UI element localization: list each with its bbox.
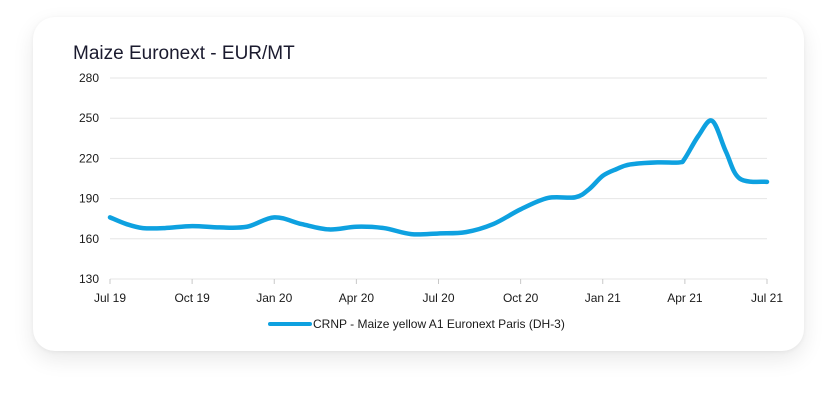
x-tick-label: Jul 19 [94, 291, 126, 305]
x-tick-label: Jul 21 [751, 291, 783, 305]
series-line [107, 118, 770, 237]
grid-lines [110, 77, 767, 280]
y-tick-label: 250 [79, 111, 99, 125]
y-tick-label: 220 [79, 151, 99, 165]
x-tick-label: Oct 20 [503, 291, 539, 305]
y-tick-label: 280 [79, 71, 99, 85]
line-chart: Maize Euronext - EUR/MT 280 250 220 190 160 1… [73, 43, 783, 331]
x-tick-label: Oct 19 [174, 291, 210, 305]
chart-title: Maize Euronext - EUR/MT [73, 43, 295, 64]
x-tick-label: Apr 20 [339, 291, 375, 305]
chart-card: Maize Euronext - EUR/MT 280 250 220 190 160 1… [33, 17, 804, 351]
series-layer [107, 118, 770, 237]
legend[interactable]: CRNP - Maize yellow A1 Euronext Paris (D… [268, 317, 565, 331]
x-axis-ticks: Jul 19 Oct 19 Jan 20 Apr 20 Jul 20 Oct 20 Jan … [94, 279, 783, 305]
y-tick-label: 190 [79, 192, 99, 206]
x-tick-label: Jul 20 [422, 291, 454, 305]
x-tick-label: Jan 20 [256, 291, 292, 305]
y-axis-ticks: 280 250 220 190 160 130 [79, 71, 99, 286]
legend-label: CRNP - Maize yellow A1 Euronext Paris (D… [313, 317, 565, 331]
x-tick-label: Apr 21 [667, 291, 703, 305]
y-tick-label: 160 [79, 232, 99, 246]
x-tick-label: Jan 21 [585, 291, 621, 305]
y-tick-label: 130 [79, 272, 99, 286]
